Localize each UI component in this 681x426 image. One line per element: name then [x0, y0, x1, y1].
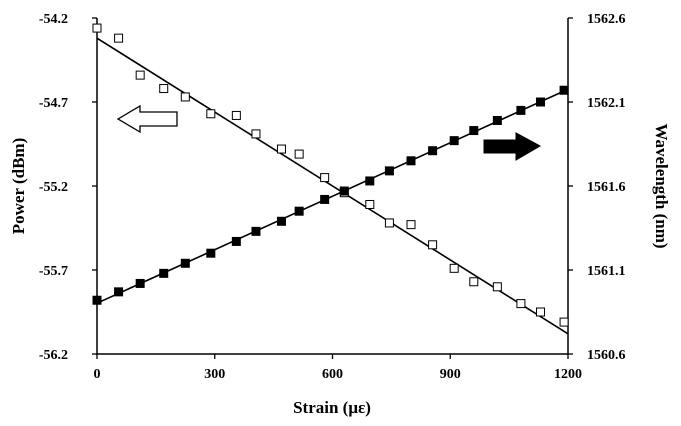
- power-data-point: [159, 84, 169, 94]
- power-data-point: [251, 129, 261, 139]
- power-data-point: [384, 218, 394, 228]
- wavelength-data-point: [559, 85, 569, 95]
- right-arrow-annotation: [483, 132, 542, 161]
- wavelength-data-point: [516, 105, 526, 115]
- y-right-tick-label: 1560.6: [587, 348, 626, 363]
- y-left-tick-label: -55.7: [39, 264, 68, 279]
- ticks: [92, 17, 573, 359]
- power-data-point: [114, 33, 124, 43]
- wavelength-data-point: [536, 97, 546, 107]
- y-right-axis-title: Wavelength (nm): [652, 123, 671, 248]
- wavelength-data-point: [231, 236, 241, 246]
- power-data-point: [180, 92, 190, 102]
- x-tick-label: 1200: [554, 367, 582, 382]
- power-data-point: [559, 317, 569, 327]
- wavelength-data-point: [469, 126, 479, 136]
- power-data-point: [231, 110, 241, 120]
- y-right-tick-label: 1562.6: [587, 12, 626, 27]
- wavelength-data-point: [406, 156, 416, 166]
- y-right-tick-label: 1562.1: [587, 96, 626, 111]
- tick-labels: 0 300 600 900 1200 -54.2 -54.7 -55.2 -55.7 -56.2 1…: [39, 12, 626, 382]
- y-right-tick-label: 1561.6: [587, 180, 626, 195]
- x-tick-label: 300: [204, 367, 225, 382]
- series-0-fit-line: [96, 37, 569, 335]
- power-data-point: [469, 277, 479, 287]
- power-data-point: [135, 70, 145, 80]
- power-data-point: [206, 109, 216, 119]
- series-1-fit-line: [96, 88, 569, 304]
- power-data-point: [492, 282, 502, 292]
- y-left-tick-label: -55.2: [39, 180, 68, 195]
- power-data-point: [536, 307, 546, 317]
- wavelength-data-point: [180, 258, 190, 268]
- left-arrow-annotation: [116, 104, 178, 134]
- power-data-point: [294, 149, 304, 159]
- power-data-point: [276, 144, 286, 154]
- power-data-point: [92, 23, 102, 33]
- power-data-point: [320, 173, 330, 183]
- wavelength-data-point: [294, 206, 304, 216]
- power-data-point: [428, 240, 438, 250]
- y-left-tick-label: -56.2: [39, 348, 68, 363]
- markers: [92, 23, 569, 327]
- wavelength-data-point: [114, 287, 124, 297]
- wavelength-data-point: [135, 278, 145, 288]
- wavelength-data-point: [320, 194, 330, 204]
- wavelength-data-point: [449, 136, 459, 146]
- wavelength-data-point: [206, 248, 216, 258]
- wavelength-data-point: [92, 295, 102, 305]
- y-left-axis-title: Power (dBm): [9, 138, 28, 234]
- y-left-tick-label: -54.2: [39, 12, 68, 27]
- fit-lines: [96, 37, 569, 335]
- wavelength-data-point: [159, 268, 169, 278]
- power-data-point: [365, 199, 375, 209]
- power-data-point: [516, 299, 526, 309]
- x-tick-label: 0: [94, 367, 101, 382]
- y-left-tick-label: -54.7: [39, 96, 68, 111]
- wavelength-data-point: [492, 115, 502, 125]
- wavelength-data-point: [384, 166, 394, 176]
- wavelength-data-point: [365, 176, 375, 186]
- power-data-point: [406, 220, 416, 230]
- x-tick-label: 900: [440, 367, 461, 382]
- power-data-point: [449, 263, 459, 273]
- x-tick-label: 600: [322, 367, 343, 382]
- wavelength-data-point: [428, 146, 438, 156]
- wavelength-data-point: [339, 186, 349, 196]
- wavelength-data-point: [276, 216, 286, 226]
- wavelength-data-point: [251, 226, 261, 236]
- y-right-tick-label: 1561.1: [587, 264, 626, 279]
- x-axis-title: Strain (με): [293, 398, 371, 417]
